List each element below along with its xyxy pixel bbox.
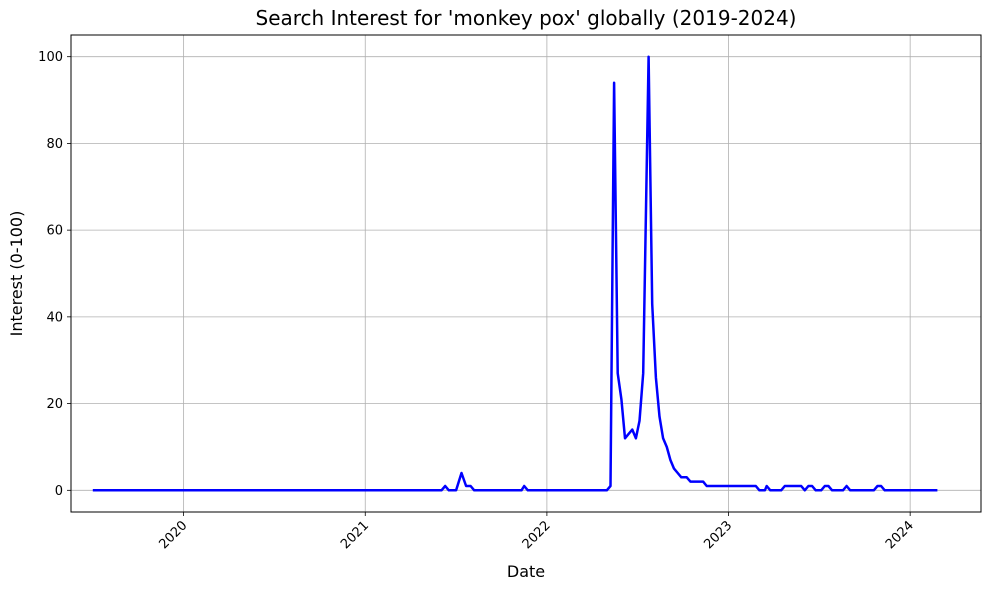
y-tick-label: 80 <box>46 137 63 152</box>
y-tick-label: 20 <box>46 397 63 412</box>
x-tick-label: 2023 <box>701 518 735 552</box>
plot-area-frame <box>70 34 982 513</box>
y-tick-label: 0 <box>55 484 63 499</box>
y-axis: 0 20 40 60 80 100 <box>38 50 71 499</box>
y-axis-label: Interest (0-100) <box>7 211 26 337</box>
x-axis-label: Date <box>507 562 545 581</box>
chart-title: Search Interest for 'monkey pox' globall… <box>256 6 797 30</box>
x-tick-label: 2020 <box>156 518 190 552</box>
x-tick-label: 2021 <box>338 518 372 552</box>
y-tick-label: 100 <box>38 50 63 65</box>
x-tick-label: 2024 <box>883 518 917 552</box>
y-tick-label: 60 <box>46 224 63 239</box>
x-axis: 2020 2021 2022 2023 2024 <box>156 512 917 552</box>
y-tick-label: 40 <box>46 310 63 325</box>
grid-lines <box>71 35 981 512</box>
series-line-monkey-pox <box>92 55 938 492</box>
x-tick-label: 2022 <box>520 518 554 552</box>
